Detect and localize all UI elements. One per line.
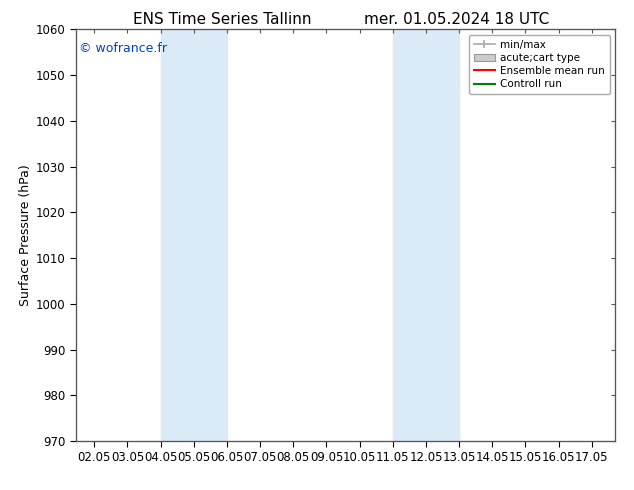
- Bar: [393, 29, 459, 441]
- Y-axis label: Surface Pressure (hPa): Surface Pressure (hPa): [19, 164, 32, 306]
- Bar: [160, 29, 227, 441]
- Text: © wofrance.fr: © wofrance.fr: [79, 42, 167, 55]
- Legend: min/max, acute;cart type, Ensemble mean run, Controll run: min/max, acute;cart type, Ensemble mean …: [469, 35, 610, 95]
- Text: mer. 01.05.2024 18 UTC: mer. 01.05.2024 18 UTC: [364, 12, 549, 27]
- Text: ENS Time Series Tallinn: ENS Time Series Tallinn: [133, 12, 311, 27]
